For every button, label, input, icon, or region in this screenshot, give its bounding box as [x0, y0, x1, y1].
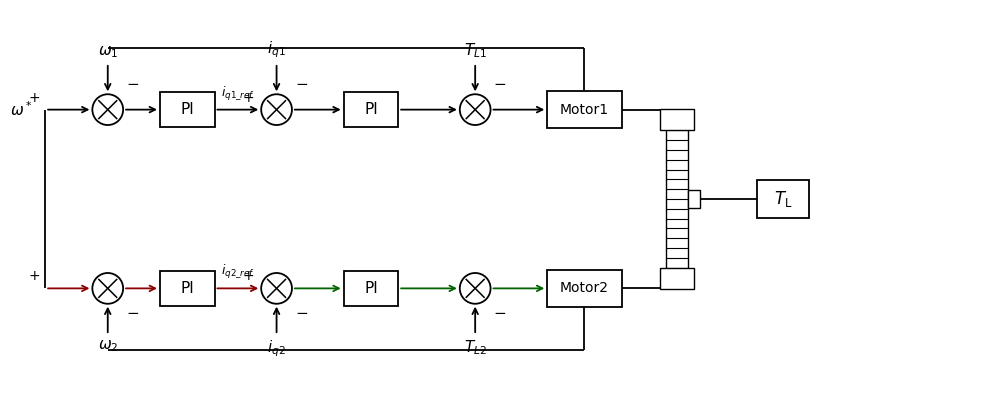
Text: $\omega^*$: $\omega^*$ — [10, 100, 33, 119]
Text: $i_{q2}$: $i_{q2}$ — [267, 338, 286, 359]
Text: $i_{q2\_ref}$: $i_{q2\_ref}$ — [221, 263, 255, 281]
Text: $\omega_1$: $\omega_1$ — [98, 44, 118, 60]
Circle shape — [460, 273, 491, 304]
Bar — [160, 92, 215, 127]
Text: PI: PI — [180, 281, 194, 296]
Text: −: − — [494, 77, 506, 92]
Bar — [344, 271, 398, 306]
Circle shape — [460, 94, 491, 125]
Text: −: − — [126, 306, 139, 321]
Text: −: − — [295, 306, 308, 321]
Bar — [547, 91, 622, 128]
Text: $i_{q1\_ref}$: $i_{q1\_ref}$ — [221, 85, 255, 103]
Text: +: + — [29, 269, 40, 283]
Bar — [660, 109, 694, 130]
Text: $i_{q1}$: $i_{q1}$ — [267, 40, 286, 60]
Text: Motor1: Motor1 — [560, 103, 609, 117]
Text: +: + — [29, 91, 40, 105]
Text: PI: PI — [364, 281, 378, 296]
Bar — [757, 180, 809, 218]
Circle shape — [92, 273, 123, 304]
Text: −: − — [494, 306, 506, 321]
Circle shape — [261, 94, 292, 125]
Text: $T_{L2}$: $T_{L2}$ — [464, 338, 487, 357]
Text: +: + — [243, 269, 254, 283]
Text: Motor2: Motor2 — [560, 281, 609, 295]
Text: $\omega_2$: $\omega_2$ — [98, 338, 118, 354]
Circle shape — [92, 94, 123, 125]
Bar — [547, 269, 622, 307]
Text: −: − — [295, 77, 308, 92]
Bar — [660, 267, 694, 289]
Text: +: + — [243, 91, 254, 105]
Text: $T_\mathrm{L}$: $T_\mathrm{L}$ — [774, 189, 792, 209]
Text: $T_{L1}$: $T_{L1}$ — [464, 41, 487, 60]
Text: −: − — [126, 77, 139, 92]
Bar — [688, 190, 700, 208]
Circle shape — [261, 273, 292, 304]
Text: PI: PI — [364, 102, 378, 117]
Bar — [160, 271, 215, 306]
Bar — [344, 92, 398, 127]
Text: PI: PI — [180, 102, 194, 117]
